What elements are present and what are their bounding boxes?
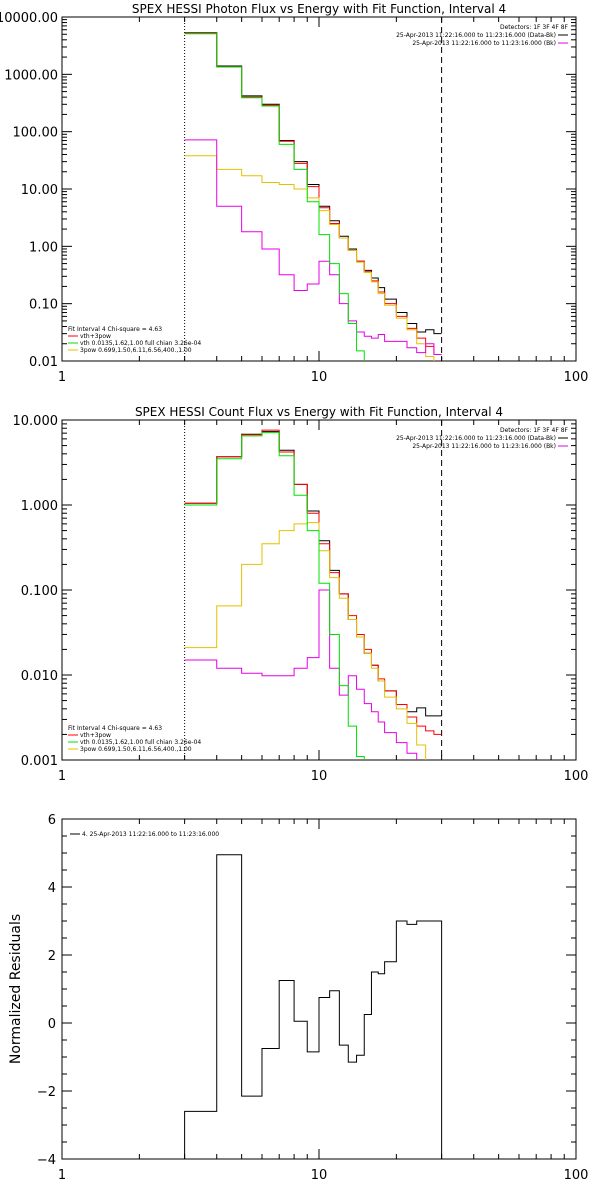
series-vth-3pow — [184, 429, 442, 735]
y-tick-label: 1.000 — [21, 499, 58, 514]
legend-detectors: Detectors: 1F 3F 4F 8F — [500, 427, 569, 434]
x-tick-label: 1 — [58, 769, 66, 784]
legend-entry: vth+3pow — [80, 732, 111, 739]
chart-title: SPEX HESSI Photon Flux vs Energy with Fi… — [132, 2, 506, 16]
chart-panel-2: SPEX HESSI Count Flux vs Energy with Fit… — [13, 405, 589, 784]
legend-entry: 3pow 0.699,1.50,6.11,6.56,400.,1.00 — [80, 746, 192, 753]
plot-area — [184, 854, 443, 1159]
y-tick-label: −4 — [37, 1153, 56, 1168]
y-tick-label: 4 — [48, 881, 56, 896]
y-tick-label: 1.00 — [29, 240, 58, 255]
y-tick-label: 10.00 — [21, 183, 58, 198]
series-3pow — [184, 155, 435, 361]
x-tick-label: 10 — [311, 769, 328, 784]
series-vth — [184, 33, 365, 361]
x-tick-label: 100 — [564, 1168, 589, 1183]
series-residuals — [184, 854, 443, 1159]
legend-entry: vth 0.0135,1.62,1.00 full chian 3.26e-04 — [80, 340, 201, 347]
legend-entry: 3pow 0.699,1.50,6.11,6.56,400.,1.00 — [80, 347, 192, 354]
series-bk — [184, 139, 442, 355]
plot-area — [184, 420, 443, 760]
series-vth-3pow — [184, 32, 442, 355]
plot-area — [184, 17, 443, 361]
y-axis-label: Normalized Residuals — [8, 914, 24, 1064]
legend-entry: 4. 25-Apr-2013 11:22:16.000 to 11:23:16.… — [82, 831, 219, 838]
y-tick-label: 0.10 — [29, 298, 58, 313]
legend-entry-data: 25-Apr-2013 11:22:16.000 to 11:23:16.000… — [396, 435, 556, 442]
y-tick-label: 0.01 — [29, 355, 58, 370]
chart-title: SPEX HESSI Count Flux vs Energy with Fit… — [135, 405, 503, 419]
legend-entry-data: 25-Apr-2013 11:22:16.000 to 11:23:16.000… — [396, 32, 556, 39]
legend-detectors: Detectors: 1F 3F 4F 8F — [500, 24, 569, 31]
legend-entry: vth+3pow — [80, 333, 111, 340]
y-tick-label: 0.100 — [21, 584, 58, 599]
y-tick-label: 10.000 — [13, 414, 59, 429]
legend-fit-interval: Fit Interval 4 Chi-square = 4.63 — [68, 725, 162, 732]
legend-entry-bk: 25-Apr-2013 11:22:16.000 to 11:23:16.000… — [412, 443, 556, 450]
y-tick-label: 2 — [48, 949, 56, 964]
series-bk — [184, 589, 418, 760]
series-3pow — [184, 522, 427, 760]
y-tick-label: 6 — [48, 813, 56, 828]
series-vth — [184, 432, 365, 760]
y-tick-label: 100.00 — [13, 126, 59, 141]
y-tick-label: 1000.00 — [4, 68, 58, 83]
legend-entry: vth 0.0135,1.62,1.00 full chian 3.26e-04 — [80, 739, 201, 746]
y-tick-label: 0 — [48, 1017, 56, 1032]
x-tick-label: 10 — [311, 1168, 328, 1183]
series-data-bk — [184, 32, 442, 335]
legend-fit-interval: Fit Interval 4 Chi-square = 4.63 — [68, 326, 162, 333]
x-tick-label: 1 — [58, 370, 66, 385]
x-tick-label: 10 — [311, 370, 328, 385]
y-tick-label: 0.010 — [21, 669, 58, 684]
legend-entry-bk: 25-Apr-2013 11:22:16.000 to 11:23:16.000… — [412, 40, 556, 47]
y-tick-label: −2 — [37, 1085, 56, 1100]
y-tick-label: 10000.00 — [0, 11, 58, 26]
y-tick-label: 0.001 — [21, 754, 58, 769]
series-data-bk — [184, 431, 442, 717]
x-tick-label: 100 — [564, 769, 589, 784]
chart-panel-3: 1 10 100 6 4 2 0 −2 −4 Normalized Residuals 4. 25-… — [8, 813, 588, 1183]
x-tick-label: 1 — [58, 1168, 66, 1183]
chart-panel-1: SPEX HESSI Photon Flux vs Energy with Fi… — [0, 2, 589, 385]
plot-frame — [61, 818, 577, 1160]
x-tick-label: 100 — [564, 370, 589, 385]
